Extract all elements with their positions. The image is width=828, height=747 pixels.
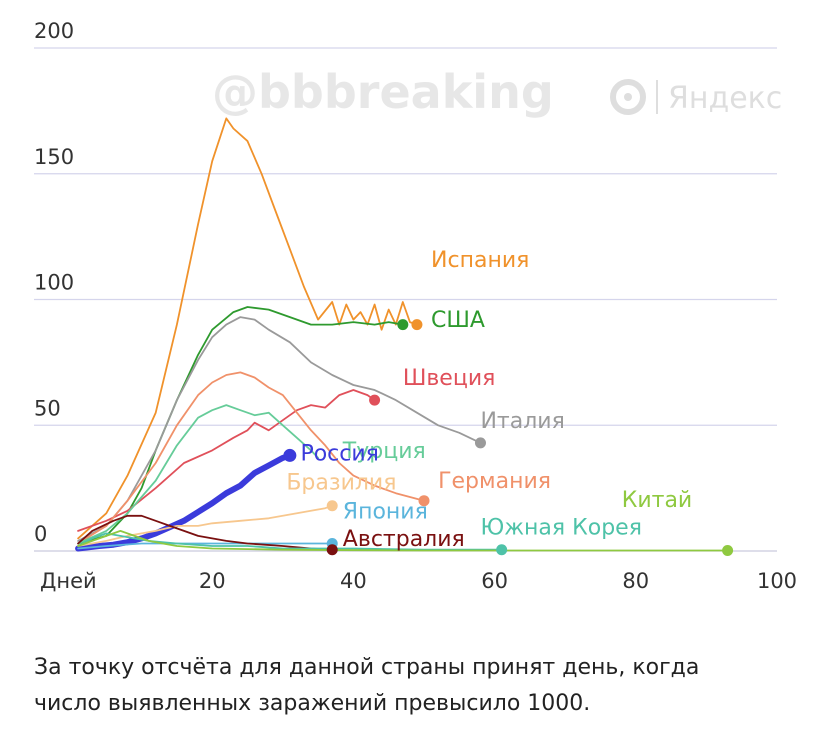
x-tick-label-80: 80: [622, 569, 649, 593]
series-end-marker-2: [474, 437, 486, 449]
series-line-9: [77, 514, 334, 551]
series-line-8: [77, 542, 334, 550]
caption-line-2: число выявленных заражений превысило 100…: [34, 691, 591, 716]
series-label-6: Германия: [438, 469, 551, 494]
x-tick-label-40: 40: [340, 569, 367, 593]
series-label-7: Бразилия: [286, 470, 396, 495]
series-end-marker-0: [411, 319, 423, 331]
series-end-marker-4: [418, 495, 430, 507]
series-line-6: [75, 452, 293, 552]
line-chart: @bbbreaking Яндекс 0 50 100 150 200 Дней 20 40…: [34, 19, 797, 593]
x-tick-label-100: 100: [757, 569, 797, 593]
watermark-text: @bbbreaking: [212, 65, 554, 119]
y-tick-label-100: 100: [34, 271, 74, 295]
series-label-9: Япония: [343, 499, 428, 524]
chart-caption: За точку отсчёта для данной страны приня…: [34, 650, 804, 722]
x-axis-label: Дней: [40, 569, 97, 593]
series-line-2: [77, 316, 482, 542]
series-line-4: [77, 371, 425, 545]
series-label-10: Южная Корея: [480, 516, 641, 541]
watermark-layer: @bbbreaking Яндекс: [212, 65, 782, 119]
series-label-1: США: [431, 308, 485, 333]
series-label-0: Испания: [431, 248, 529, 273]
y-tick-label-50: 50: [34, 396, 61, 420]
series-label-11: Австралия: [343, 527, 465, 552]
series-line-1: [77, 306, 404, 545]
series-end-marker-9: [326, 544, 338, 556]
series-line-3: [77, 389, 376, 532]
y-tick-label-200: 200: [34, 19, 74, 43]
x-tick-label-60: 60: [481, 569, 508, 593]
series-end-marker-11: [722, 544, 734, 556]
series-end-markers: [283, 319, 734, 556]
caption-line-1: За точку отсчёта для данной страны приня…: [34, 655, 700, 680]
series-lines: [75, 117, 729, 552]
series-label-4: Турция: [342, 439, 426, 464]
series-line-11: [77, 530, 729, 552]
yandex-logo-ring: [610, 79, 646, 115]
yandex-logo: Яндекс: [610, 79, 782, 116]
x-tick-label-20: 20: [199, 569, 226, 593]
series-end-marker-3: [369, 394, 381, 406]
series-label-2: Швеция: [403, 366, 496, 391]
series-end-marker-1: [397, 319, 409, 331]
yandex-brand-text: Яндекс: [668, 81, 782, 116]
series-line-0: [77, 117, 418, 540]
series-end-marker-7: [326, 500, 338, 512]
series-label-8: Китай: [622, 488, 693, 513]
series-line-10: [77, 532, 503, 551]
x-axis-ticks: Дней 20 40 60 80 100: [40, 569, 797, 593]
series-line-5: [77, 404, 319, 545]
series-label-3: Италия: [480, 409, 564, 434]
y-tick-label-150: 150: [34, 145, 74, 169]
series-end-marker-10: [496, 544, 508, 556]
y-tick-label-0: 0: [34, 522, 47, 546]
yandex-logo-dot: [624, 93, 632, 101]
y-axis-ticks: 0 50 100 150 200: [34, 19, 74, 546]
series-label-5: Россия: [300, 441, 378, 466]
series-end-marker-6: [283, 448, 297, 462]
